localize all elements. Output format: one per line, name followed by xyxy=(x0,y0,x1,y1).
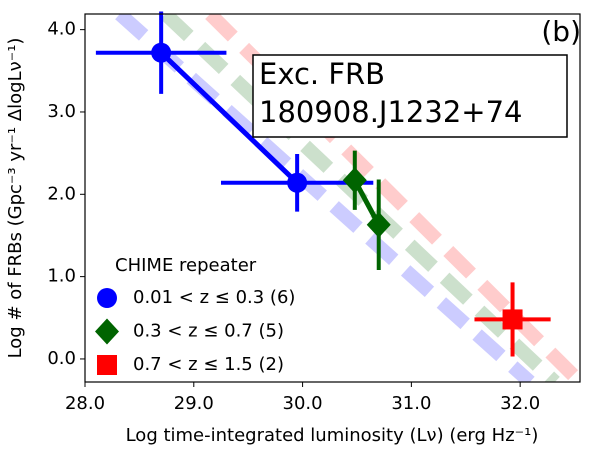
annotation-box xyxy=(252,54,568,138)
annotation-line: Exc. FRB xyxy=(259,57,385,91)
panel-label: (b) xyxy=(541,15,581,48)
legend-marker xyxy=(97,288,117,308)
x-tick-label: 31.0 xyxy=(391,393,431,414)
point xyxy=(502,309,523,330)
y-tick-label: 2.0 xyxy=(47,183,76,204)
x-tick-label: 29.0 xyxy=(174,393,214,414)
data-layer xyxy=(95,11,551,357)
point xyxy=(342,167,367,194)
point xyxy=(287,172,308,193)
plot-frame xyxy=(84,13,581,383)
legend-label: 0.01 < z ≤ 0.3 (6) xyxy=(133,287,295,308)
y-tick-label: 0.0 xyxy=(47,348,76,369)
x-tick-label: 28.0 xyxy=(65,393,105,414)
legend-label: 0.3 < z ≤ 0.7 (5) xyxy=(133,321,284,342)
x-tick-label: 30.0 xyxy=(283,393,323,414)
point xyxy=(366,211,391,238)
y-tick-label: 1.0 xyxy=(47,266,76,287)
point xyxy=(151,42,172,63)
x-tick-label: 32.0 xyxy=(500,393,540,414)
legend-label: 0.7 < z ≤ 1.5 (2) xyxy=(133,354,284,375)
legend-title: CHIME repeater xyxy=(115,255,257,276)
x-axis-label: Log time-integrated luminosity (Lν) (erg… xyxy=(126,425,539,446)
series-line xyxy=(159,50,299,185)
y-axis-label: Log # of FRBs (Gpc⁻³ yr⁻¹ ΔlogLν⁻¹) xyxy=(5,38,26,359)
legend-marker xyxy=(97,355,117,375)
model-line xyxy=(115,14,535,382)
y-tick-label: 3.0 xyxy=(47,101,76,122)
y-tick-label: 4.0 xyxy=(47,19,76,40)
annotation-line: 180908.J1232+74 xyxy=(259,95,522,129)
legend-marker xyxy=(95,318,119,345)
